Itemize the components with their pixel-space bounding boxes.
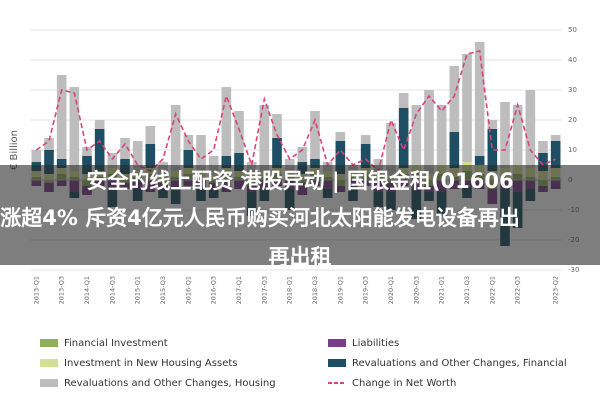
legend-swatch: [328, 359, 346, 367]
bar-segment: [487, 129, 498, 171]
bar-segment: [525, 90, 536, 168]
x-tick-label: 2017-Q1: [235, 276, 243, 304]
bar-segment: [538, 141, 548, 153]
bar-segment: [474, 156, 485, 165]
x-tick-label: 2014-Q1: [83, 276, 91, 304]
bar-segment: [44, 138, 54, 150]
bar-segment: [145, 144, 156, 168]
y-tick-label: 30: [568, 86, 577, 94]
bar-segment: [120, 138, 130, 159]
y-tick-label: 20: [568, 116, 577, 124]
bar-segment: [462, 54, 472, 162]
bar-segment: [411, 105, 422, 165]
legend-swatch: [328, 339, 346, 347]
bar-segment: [449, 132, 460, 168]
x-tick-label: 2019-Q1: [336, 276, 344, 304]
legend-label: Change in Net Worth: [352, 378, 456, 389]
bar-segment: [272, 138, 282, 168]
bar-segment: [272, 114, 282, 138]
x-tick-label: 2018-Q3: [311, 276, 319, 304]
x-tick-label: 2020-Q1: [387, 276, 395, 304]
y-tick-label: 50: [568, 26, 577, 34]
x-tick-label: 2021-Q1: [438, 276, 446, 304]
x-tick-label: 2013-Q3: [58, 276, 66, 304]
banner-line: 安全的线上配资 港股异动 | 国银金租(01606: [86, 169, 513, 194]
bar-segment: [550, 135, 561, 141]
bar-segment: [436, 105, 447, 165]
x-tick-label: 2022-Q1: [488, 276, 496, 304]
x-tick-label: 2020-Q3: [412, 276, 420, 304]
bar-segment: [132, 141, 143, 171]
x-tick-label: 2017-Q3: [260, 276, 268, 304]
x-tick-label: 2023-Q2: [552, 276, 560, 304]
bar-segment: [449, 66, 460, 132]
x-tick-label: 2014-Q3: [108, 276, 116, 304]
bar-segment: [310, 159, 320, 168]
bar-segment: [183, 135, 194, 150]
bar-segment: [56, 159, 67, 168]
x-tick-label: 2016-Q1: [184, 276, 192, 304]
bar-segment: [335, 141, 346, 174]
legend-label: Financial Investment: [64, 338, 168, 349]
bar-segment: [360, 135, 371, 144]
bar-segment: [221, 87, 232, 156]
bar-segment: [234, 111, 244, 153]
y-tick-label: 10: [568, 146, 577, 154]
y-tick-label: -30: [568, 266, 579, 274]
legend-swatch: [40, 379, 58, 387]
bar-segment: [183, 150, 194, 168]
bar-segment: [145, 126, 156, 144]
bar-segment: [196, 135, 206, 171]
bar-segment: [107, 153, 118, 168]
bar-segment: [234, 153, 244, 171]
bar-segment: [360, 144, 371, 168]
banner-line: 涨超4% 斥资4亿元人民币购买河北太阳能发电设备再出: [0, 206, 520, 230]
bar-segment: [259, 105, 270, 171]
bar-segment: [386, 123, 396, 174]
y-axis-label: € Billion: [9, 130, 20, 170]
legend-label: Investment in New Housing Assets: [64, 358, 237, 369]
bar-segment: [424, 90, 434, 174]
x-tick-label: 2015-Q1: [134, 276, 142, 304]
net-worth-line: [35, 50, 557, 173]
bar-segment: [550, 141, 561, 168]
x-tick-label: 2015-Q3: [159, 276, 167, 304]
bar-segment: [44, 150, 54, 174]
bar-segment: [474, 42, 485, 156]
bar-segment: [297, 147, 308, 162]
bar-segment: [82, 147, 92, 156]
bar-segment: [512, 105, 523, 165]
bar-segment: [487, 120, 498, 129]
bar-segment: [69, 87, 80, 171]
y-tick-label: 40: [568, 56, 577, 64]
legend-label: Revaluations and Other Changes, Housing: [64, 378, 276, 389]
legend-label: Revaluations and Other Changes, Financia…: [352, 358, 567, 369]
x-tick-label: 2018-Q1: [286, 276, 294, 304]
banner-bg: [0, 165, 600, 265]
legend-swatch: [40, 359, 58, 367]
banner-line: 再出租: [269, 245, 332, 269]
bar-segment: [500, 102, 510, 168]
x-tick-label: 2016-Q3: [210, 276, 218, 304]
bar-segment: [170, 105, 181, 171]
bar-segment: [398, 93, 409, 108]
x-tick-label: 2022-Q3: [514, 276, 522, 304]
bar-segment: [94, 129, 105, 171]
legend-swatch: [40, 339, 58, 347]
legend-label: Liabilities: [352, 338, 399, 349]
bar-segment: [538, 153, 548, 171]
bar-segment: [94, 120, 105, 129]
bar-segment: [310, 111, 320, 159]
x-tick-label: 2019-Q3: [362, 276, 370, 304]
bar-segment: [31, 150, 42, 162]
bar-segment: [335, 132, 346, 141]
bar-segment: [56, 75, 67, 159]
x-tick-label: 2013-Q1: [32, 276, 40, 304]
x-tick-label: 2021-Q3: [463, 276, 471, 304]
bar-segment: [398, 108, 409, 168]
bar-segment: [221, 156, 232, 168]
